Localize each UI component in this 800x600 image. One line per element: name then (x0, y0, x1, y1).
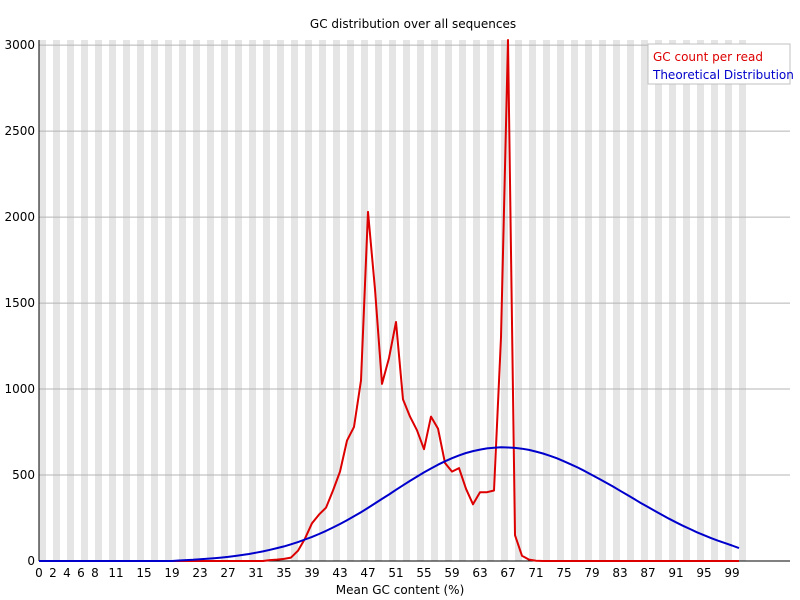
background-band (277, 40, 284, 561)
plot-area (39, 40, 790, 561)
background-band (291, 40, 298, 561)
background-band (263, 40, 270, 561)
background-band (725, 40, 732, 561)
background-band (655, 40, 662, 561)
background-band (613, 40, 620, 561)
background-band (627, 40, 634, 561)
legend-entry-gc-count: GC count per read (653, 50, 763, 64)
background-band (445, 40, 452, 561)
background-band (669, 40, 676, 561)
background-band (333, 40, 340, 561)
background-band (179, 40, 186, 561)
x-tick-label: 51 (388, 566, 403, 580)
x-tick-label: 95 (696, 566, 711, 580)
x-tick-label: 75 (556, 566, 571, 580)
x-axis-label: Mean GC content (%) (336, 583, 465, 597)
y-tick-label: 3000 (4, 38, 35, 52)
background-band (585, 40, 592, 561)
x-tick-label: 67 (500, 566, 515, 580)
x-tick-label: 79 (584, 566, 599, 580)
x-tick-label: 2 (49, 566, 57, 580)
x-tick-label: 6 (77, 566, 85, 580)
y-tick-label: 2500 (4, 124, 35, 138)
background-band (193, 40, 200, 561)
background-band (165, 40, 172, 561)
background-band (599, 40, 606, 561)
background-band (81, 40, 88, 561)
x-tick-label: 23 (192, 566, 207, 580)
x-tick-label: 83 (612, 566, 627, 580)
background-band (207, 40, 214, 561)
x-tick-label: 87 (640, 566, 655, 580)
background-band (571, 40, 578, 561)
background-band (711, 40, 718, 561)
x-tick-label: 55 (416, 566, 431, 580)
legend-box (647, 43, 791, 85)
background-band (235, 40, 242, 561)
x-tick-label: 91 (668, 566, 683, 580)
background-band (53, 40, 60, 561)
background-band (151, 40, 158, 561)
background-band (417, 40, 424, 561)
x-tick-label: 99 (724, 566, 739, 580)
background-band (95, 40, 102, 561)
background-band (221, 40, 228, 561)
legend-entry-theoretical: Theoretical Distribution (652, 68, 794, 82)
background-band (543, 40, 550, 561)
y-tick-label: 0 (27, 554, 35, 568)
background-band (473, 40, 480, 561)
x-tick-label: 0 (35, 566, 43, 580)
background-band (459, 40, 466, 561)
background-band (515, 40, 522, 561)
y-tick-labels: 0 500 1000 1500 2000 2500 3000 (4, 38, 35, 568)
background-band (347, 40, 354, 561)
x-tick-label: 39 (304, 566, 319, 580)
background-band (249, 40, 256, 561)
background-band (487, 40, 494, 561)
background-band (557, 40, 564, 561)
x-tick-label: 35 (276, 566, 291, 580)
background-band (39, 40, 46, 561)
background-band (501, 40, 508, 561)
x-tick-label: 47 (360, 566, 375, 580)
x-tick-label: 63 (472, 566, 487, 580)
x-tick-labels: 0 2 4 6 8 11 15 19 23 27 31 35 39 43 47 51 55 59 63 67 71 75 7… (35, 566, 739, 580)
y-tick-label: 1000 (4, 382, 35, 396)
y-tick-label: 1500 (4, 296, 35, 310)
background-band (137, 40, 144, 561)
chart-title: GC distribution over all sequences (310, 17, 516, 31)
background-band (375, 40, 382, 561)
background-band (683, 40, 690, 561)
series-lines (39, 39, 740, 562)
x-tick-label: 31 (248, 566, 263, 580)
background-band (67, 40, 74, 561)
background-band (697, 40, 704, 561)
background-band (123, 40, 130, 561)
x-tick-label: 59 (444, 566, 459, 580)
x-tick-label: 11 (108, 566, 123, 580)
x-tick-label: 43 (332, 566, 347, 580)
background-bands (39, 40, 790, 561)
background-band (641, 40, 648, 561)
x-tick-label: 15 (136, 566, 151, 580)
x-tick-label: 71 (528, 566, 543, 580)
background-band (109, 40, 116, 561)
background-band (403, 40, 410, 561)
x-tick-label: 27 (220, 566, 235, 580)
background-band (529, 40, 536, 561)
y-tick-label: 2000 (4, 210, 35, 224)
x-tick-label: 19 (164, 566, 179, 580)
background-band (389, 40, 396, 561)
background-band (319, 40, 326, 561)
background-band (739, 40, 746, 561)
x-tick-label: 8 (91, 566, 99, 580)
legend: GC count per read Theoretical Distributi… (647, 43, 794, 85)
background-band (305, 40, 312, 561)
x-tick-label: 4 (63, 566, 71, 580)
series-line-theoretical (39, 446, 740, 562)
background-band (431, 40, 438, 561)
y-tick-label: 500 (12, 468, 35, 482)
